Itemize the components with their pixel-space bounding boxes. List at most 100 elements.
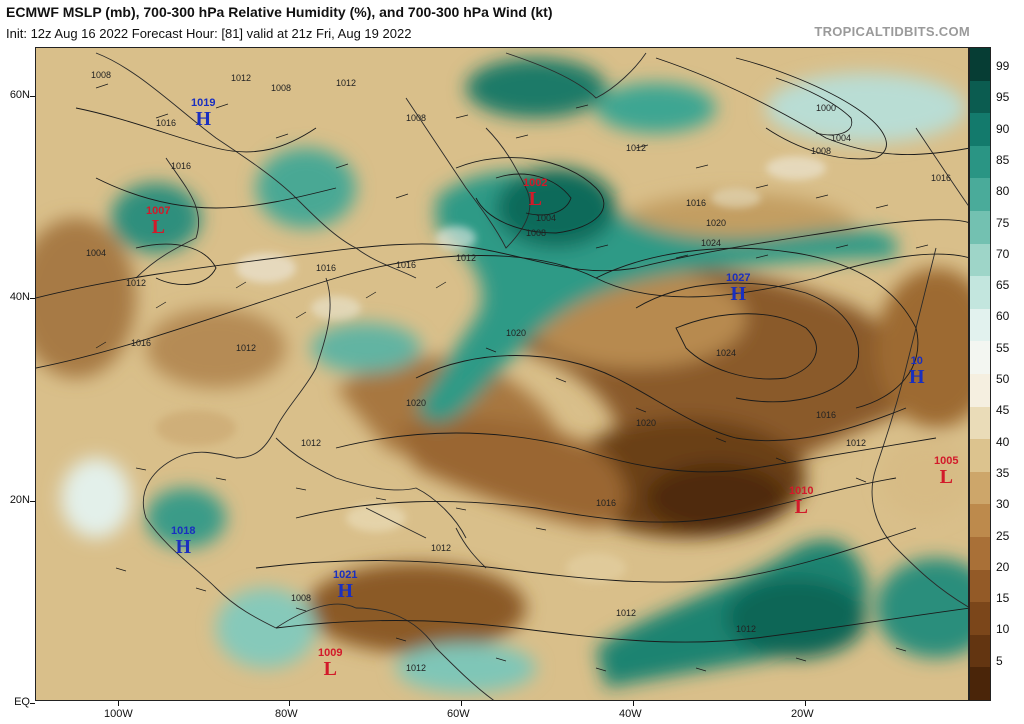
colorbar-label: 60 (996, 309, 1010, 324)
colorbar-segment (970, 537, 990, 571)
colorbar-segment (970, 211, 990, 245)
pressure-letter: L (939, 466, 953, 488)
pressure-value: 1007 (146, 205, 171, 217)
pressure-value: 1002 (523, 177, 548, 189)
pressure-letter: L (323, 658, 337, 680)
lon-label: 80W (275, 708, 298, 720)
pressure-letter: H (195, 108, 212, 130)
isobar-label: 1020 (406, 398, 427, 408)
isobar-label: 1016 (156, 118, 177, 128)
isobar-label: 1004 (536, 213, 557, 223)
pressure-value: 1019 (191, 97, 216, 109)
lat-label: EQ (14, 696, 30, 708)
pressure-value: 10 (910, 355, 923, 367)
coastlines (95, 52, 968, 700)
colorbar-label: 90 (996, 121, 1010, 136)
high-pressure-center: 1018 H (171, 525, 196, 558)
colorbar-segment (970, 80, 990, 114)
isobar-label: 1008 (406, 113, 427, 123)
low-pressure-center: 1002 L (523, 177, 548, 210)
lat-tick (30, 501, 35, 502)
isobar-label: 1008 (526, 228, 547, 238)
isobar-label: 1020 (506, 328, 527, 338)
high-pressure-center: 10 H (909, 355, 925, 388)
forecast-map: 1008 1012 1016 1016 1012 1016 1008 1012 1016 1012… (35, 47, 969, 701)
colorbar-segment (970, 471, 990, 505)
colorbar-segment (970, 667, 990, 701)
isobar-label: 1008 (291, 593, 312, 603)
isobar-label: 1012 (431, 543, 452, 553)
colorbar-segment (970, 569, 990, 603)
colorbar-segment (970, 374, 990, 408)
lon-tick (289, 701, 290, 706)
lat-tick (30, 703, 35, 704)
lat-tick (30, 298, 35, 299)
pressure-value: 1027 (726, 272, 751, 284)
colorbar-label: 35 (996, 465, 1010, 480)
lon-tick (805, 701, 806, 706)
map-title: ECMWF MSLP (mb), 700-300 hPa Relative Hu… (6, 4, 553, 20)
lat-tick (30, 96, 35, 97)
isobar-label: 1012 (736, 624, 757, 634)
isobar-label: 1012 (301, 438, 322, 448)
colorbar-segment (970, 48, 990, 82)
colorbar-segment (970, 504, 990, 538)
isobar-label: 1008 (91, 70, 112, 80)
isobar-label: 1012 (846, 438, 867, 448)
colorbar-label: 75 (996, 215, 1010, 230)
pressure-letter: H (337, 580, 354, 602)
lat-label: 60N (9, 89, 30, 101)
isobar-label: 1016 (931, 173, 952, 183)
colorbar-segment (970, 406, 990, 440)
wind-barbs (95, 83, 929, 672)
isobar-label: 1020 (636, 418, 657, 428)
pressure-value: 1018 (171, 525, 196, 537)
colorbar-segment (970, 113, 990, 147)
isobar-label: 1012 (231, 73, 252, 83)
forecast-info: Init: 12z Aug 16 2022 Forecast Hour: [81… (6, 26, 412, 41)
high-pressure-center: 1021 H (333, 569, 358, 602)
pressure-value: 1009 (318, 647, 343, 659)
low-pressure-center: 1005 L (934, 455, 959, 488)
lon-tick (633, 701, 634, 706)
isobar-label: 1004 (86, 248, 107, 258)
isobar-label: 1012 (336, 78, 357, 88)
colorbar-segment (970, 439, 990, 473)
pressure-value: 1005 (934, 455, 959, 467)
isobar-label: 1012 (456, 253, 477, 263)
lon-label: 100W (104, 708, 133, 720)
pressure-letter: L (151, 216, 165, 238)
colorbar-segment (970, 341, 990, 375)
colorbar-segment (970, 308, 990, 342)
isobar-label: 1012 (236, 343, 257, 353)
pressure-value: 1021 (333, 569, 358, 581)
colorbar-segment (970, 634, 990, 668)
colorbar-label: 25 (996, 528, 1010, 543)
isobar-label: 1012 (626, 143, 647, 153)
lon-tick (461, 701, 462, 706)
isobar-label: 1012 (406, 663, 427, 673)
brand-watermark[interactable]: TROPICALTIDBITS.COM (814, 24, 970, 39)
isobar-label: 1020 (706, 218, 727, 228)
isobar-label: 1016 (396, 260, 417, 270)
isobar-label: 1012 (616, 608, 637, 618)
isobar-label: 1024 (701, 238, 722, 248)
isobar-label: 1016 (596, 498, 617, 508)
low-pressure-center: 1009 L (318, 647, 343, 680)
colorbar-label: 80 (996, 184, 1010, 199)
colorbar-segment (970, 145, 990, 179)
colorbar-segment (970, 178, 990, 212)
isobar-label: 1012 (126, 278, 147, 288)
colorbar-label: 5 (996, 653, 1003, 668)
colorbar-label: 85 (996, 152, 1010, 167)
pressure-letter: H (909, 366, 925, 388)
colorbar-label: 10 (996, 622, 1010, 637)
colorbar-label: 55 (996, 340, 1010, 355)
high-pressure-center: 1019 H (191, 97, 216, 130)
rh-colorbar (969, 47, 991, 701)
colorbar-segment (970, 276, 990, 310)
colorbar-label: 45 (996, 403, 1010, 418)
colorbar-label: 15 (996, 591, 1010, 606)
lon-label: 40W (619, 708, 642, 720)
colorbar-segment (970, 243, 990, 277)
